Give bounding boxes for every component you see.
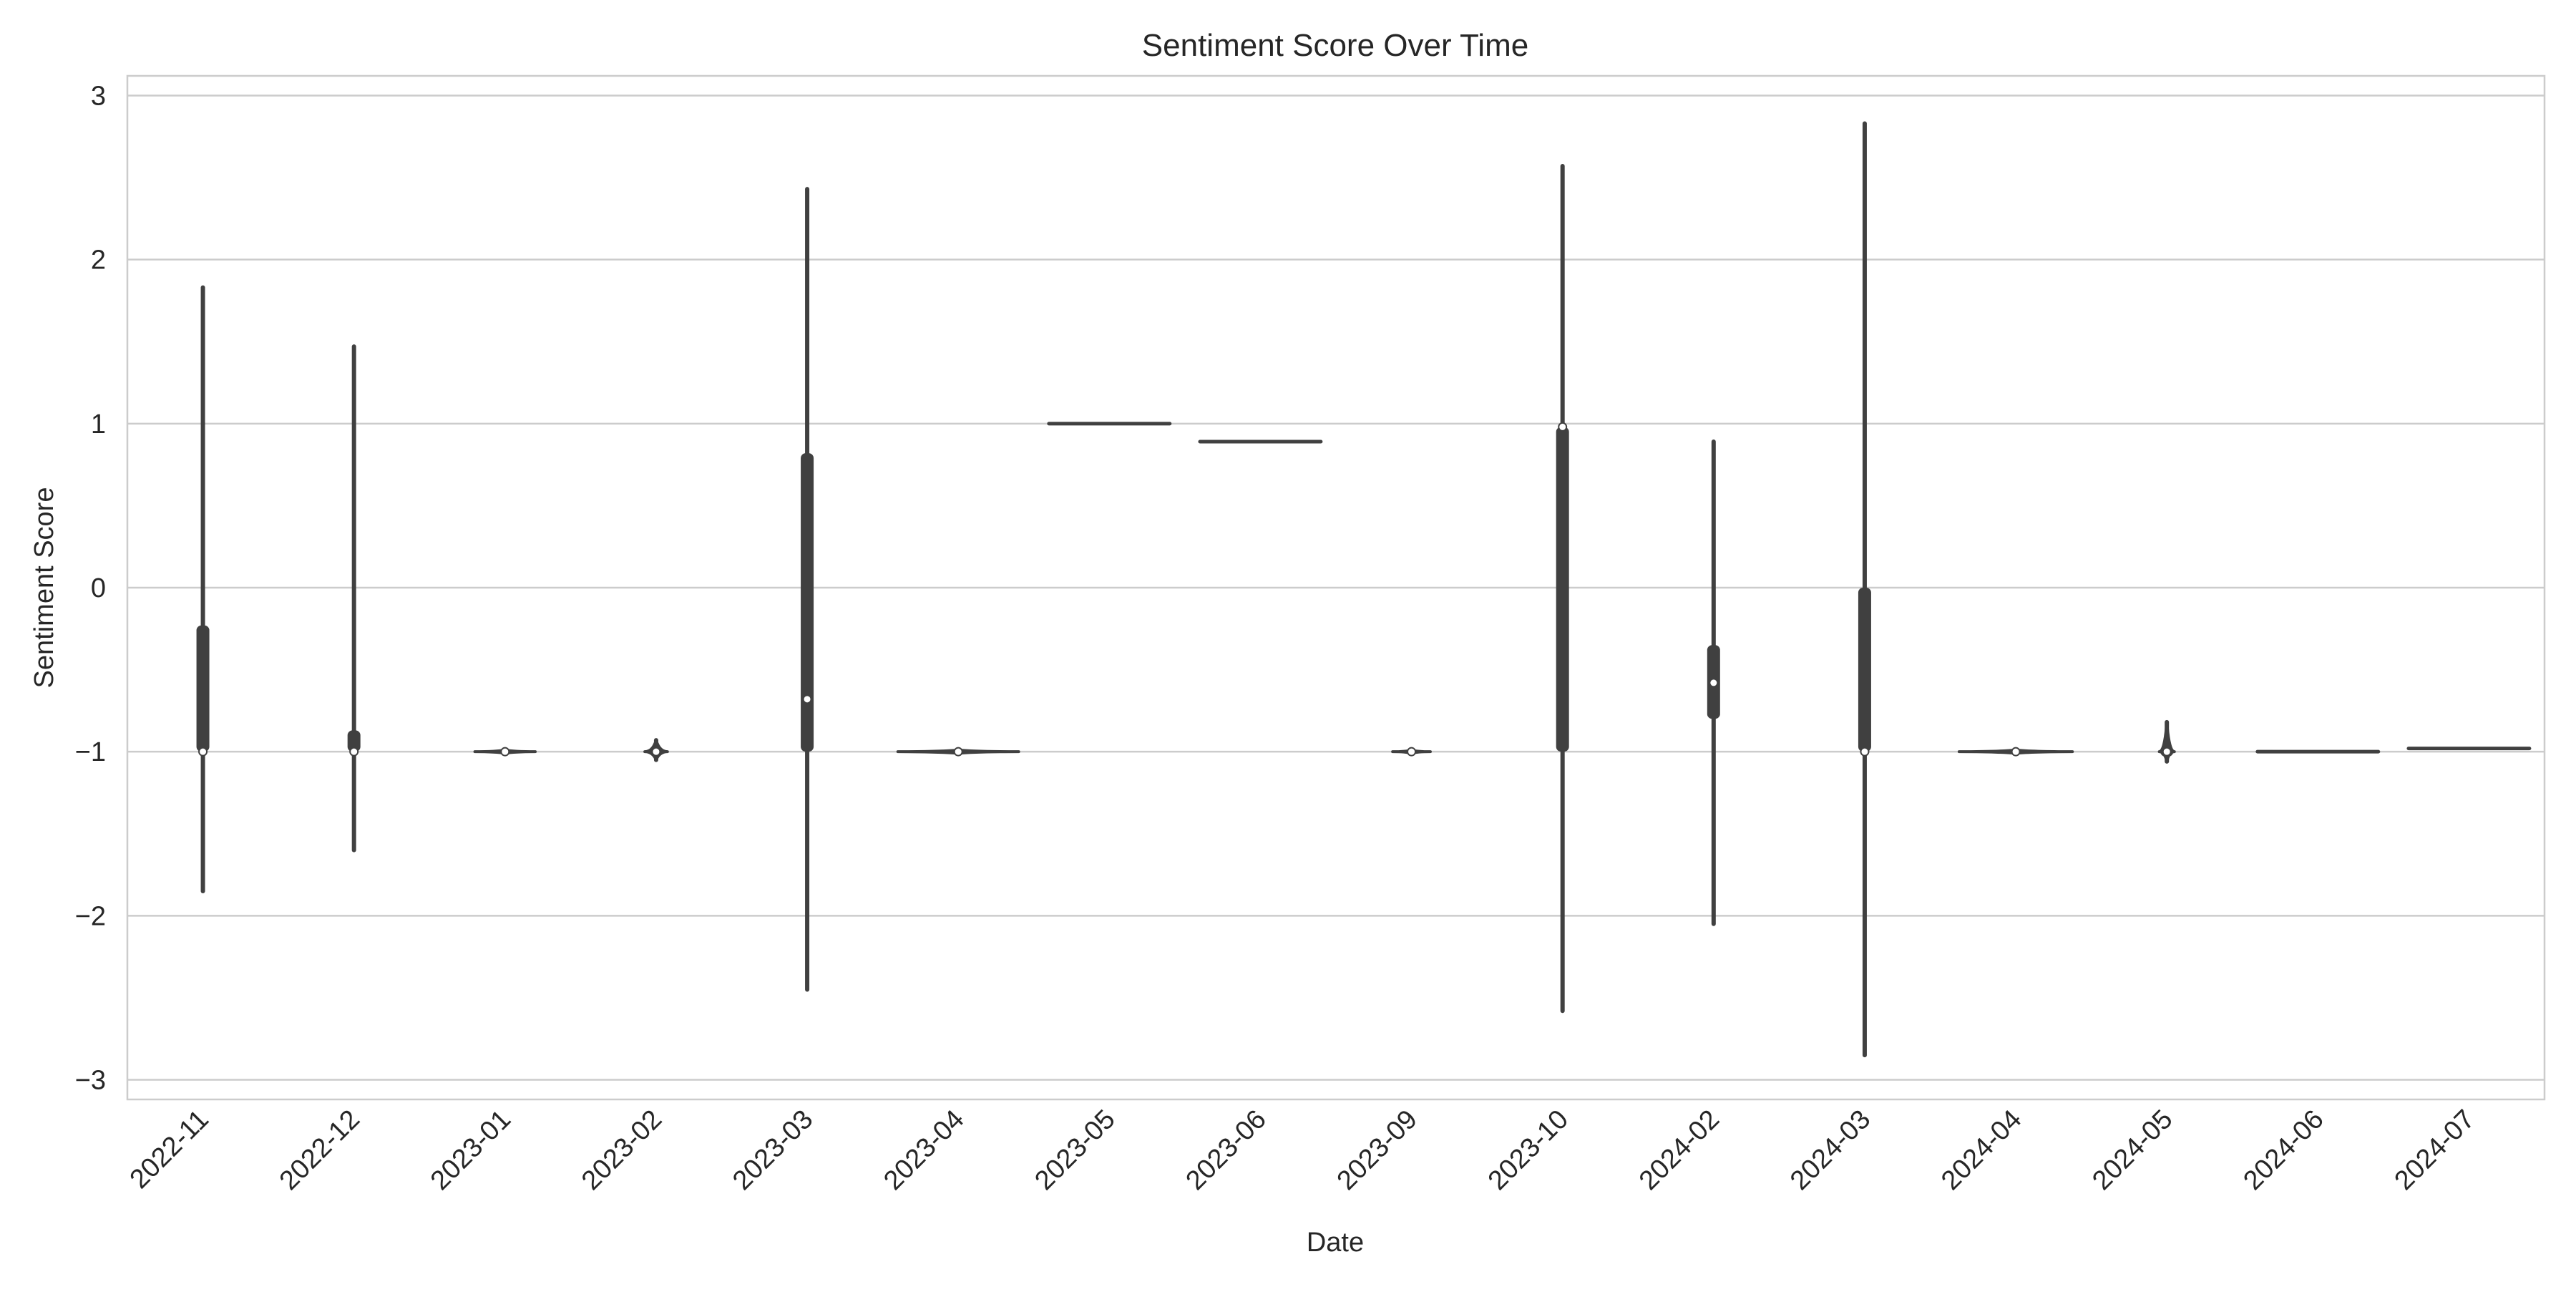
median-point <box>651 747 661 757</box>
median-point <box>1407 747 1417 757</box>
iqr-box <box>347 730 361 752</box>
median-point <box>500 747 510 757</box>
y-axis-label: Sentiment Score <box>29 487 59 689</box>
iqr-box <box>1556 427 1569 752</box>
violin <box>1707 439 1720 926</box>
chart-title: Sentiment Score Over Time <box>1142 28 1528 63</box>
median-point <box>1558 422 1568 432</box>
median-point <box>349 747 359 757</box>
y-tick-label: 1 <box>91 409 106 439</box>
violin <box>1957 747 2074 757</box>
median-point <box>1860 747 1870 757</box>
iqr-box <box>801 453 814 752</box>
violins <box>196 121 2532 1058</box>
violin <box>643 738 669 762</box>
y-tick-label: −1 <box>75 737 106 767</box>
iqr-box <box>1858 588 1871 752</box>
y-tick-label: 0 <box>91 573 106 603</box>
median-point <box>953 747 963 757</box>
violin <box>896 747 1020 757</box>
median-point <box>198 747 208 757</box>
plot-frame <box>126 74 2546 1101</box>
median-point <box>802 694 812 704</box>
violin <box>2157 719 2176 764</box>
iqr-box <box>196 625 210 752</box>
violin <box>347 344 361 853</box>
violin <box>473 747 537 757</box>
y-tick-label: −2 <box>75 901 106 931</box>
median-point <box>2162 747 2172 757</box>
median-point <box>2011 747 2021 757</box>
y-tick-label: −3 <box>75 1066 106 1096</box>
median-point <box>1709 678 1719 688</box>
x-axis-label: Date <box>1307 1228 1364 1258</box>
y-tick-label: 2 <box>91 246 106 276</box>
violin <box>196 285 210 893</box>
violin <box>1391 747 1432 757</box>
y-tick-label: 3 <box>91 82 106 112</box>
violin <box>1556 164 1569 1014</box>
y-tick-labels: −3 −2 −1 0 1 2 3 <box>75 82 106 1096</box>
violin <box>801 187 814 992</box>
violin <box>1858 121 1871 1058</box>
